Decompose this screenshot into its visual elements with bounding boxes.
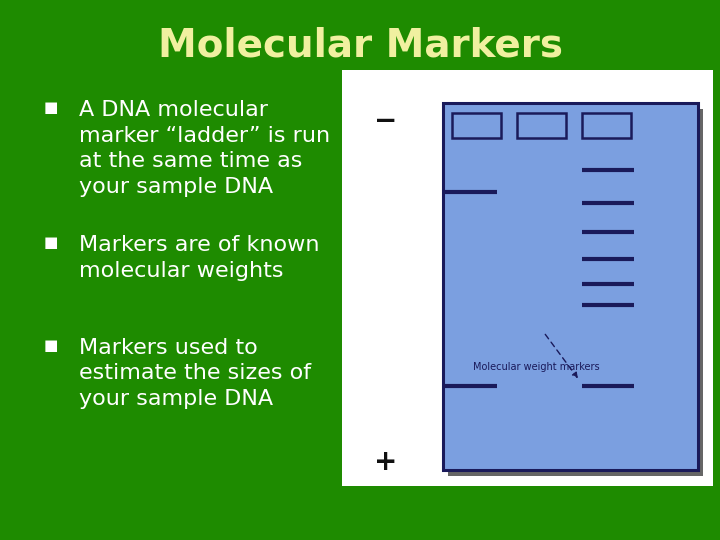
Text: A DNA molecular
marker “ladder” is run
at the same time as
your sample DNA: A DNA molecular marker “ladder” is run a… xyxy=(79,100,330,197)
Text: ■: ■ xyxy=(43,338,58,353)
Text: ■: ■ xyxy=(43,235,58,250)
Bar xyxy=(342,70,713,486)
Bar xyxy=(452,113,501,138)
Text: Molecular weight markers: Molecular weight markers xyxy=(473,362,600,372)
Text: ■: ■ xyxy=(43,100,58,115)
Bar xyxy=(517,113,566,138)
Text: +: + xyxy=(374,448,397,476)
Bar xyxy=(448,109,703,476)
Bar xyxy=(443,103,698,470)
Bar xyxy=(582,113,631,138)
Text: Markers used to
estimate the sizes of
your sample DNA: Markers used to estimate the sizes of yo… xyxy=(79,338,311,409)
Text: Molecular Markers: Molecular Markers xyxy=(158,27,562,65)
Text: Markers are of known
molecular weights: Markers are of known molecular weights xyxy=(79,235,320,280)
Text: −: − xyxy=(374,107,397,136)
